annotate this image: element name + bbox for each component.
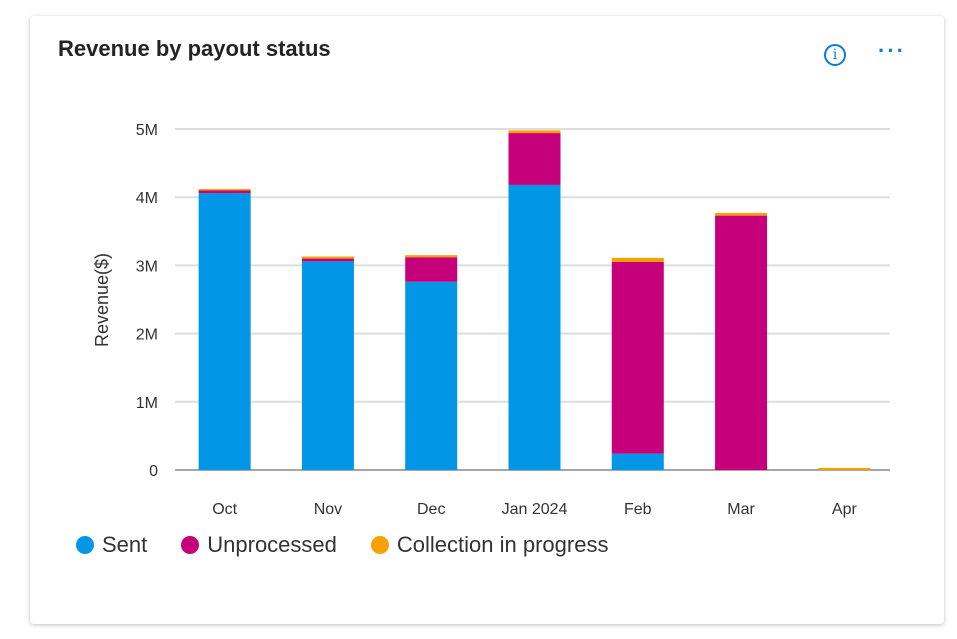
- bar-unprocessed: [715, 215, 768, 470]
- chart-card: Revenue by payout status i ···: [30, 16, 944, 624]
- bar-sent: [405, 281, 458, 470]
- bar-sent: [198, 193, 251, 470]
- y-tick-label: 1M: [136, 395, 158, 412]
- bar-sent: [301, 261, 354, 470]
- bar-unprocessed: [508, 133, 561, 185]
- ellipsis-icon[interactable]: ···: [878, 38, 906, 63]
- bar-unprocessed: [611, 261, 664, 454]
- legend-label: Collection in progress: [396, 532, 609, 557]
- info-icon[interactable]: i: [824, 44, 846, 66]
- chart-title: Revenue by payout status: [58, 36, 331, 61]
- x-tick-label: Feb: [624, 501, 652, 518]
- bar-unprocessed: [405, 257, 458, 282]
- legend-item[interactable]: Collection in progress: [370, 532, 609, 558]
- legend-item[interactable]: Sent: [76, 532, 147, 558]
- x-tick-label: Jan 2024: [502, 501, 568, 518]
- legend-swatch: [181, 536, 200, 554]
- bar-collection-in-progress: [818, 467, 871, 470]
- x-tick-label: Oct: [212, 501, 237, 518]
- bar-collection-in-progress: [508, 130, 561, 134]
- y-tick-label: 0: [149, 463, 158, 480]
- legend-label: Unprocessed: [207, 532, 337, 557]
- y-axis-label: Revenue($): [92, 253, 112, 347]
- legend-swatch: [76, 536, 94, 554]
- y-tick-label: 4M: [136, 190, 158, 207]
- legend-item[interactable]: Unprocessed: [181, 532, 337, 558]
- x-tick-label: Dec: [417, 501, 445, 518]
- legend-swatch: [370, 536, 389, 554]
- chart-legend: Sent Unprocessed Collection in progress: [76, 532, 608, 558]
- legend-label: Sent: [102, 532, 148, 557]
- bar-sent: [611, 453, 664, 470]
- x-tick-label: Mar: [727, 501, 755, 518]
- bar-collection-in-progress: [405, 255, 458, 258]
- x-tick-label: Apr: [832, 501, 858, 518]
- bar-unprocessed: [198, 190, 251, 194]
- y-tick-label: 3M: [136, 258, 158, 275]
- bar-collection-in-progress: [715, 212, 768, 216]
- bar-collection-in-progress: [301, 256, 354, 259]
- bar-sent: [508, 184, 561, 470]
- bar-collection-in-progress: [611, 257, 664, 262]
- bar-unprocessed: [301, 258, 354, 262]
- x-tick-label: Nov: [314, 501, 342, 518]
- y-tick-label: 2M: [136, 327, 158, 344]
- y-tick-label: 5M: [136, 122, 158, 139]
- bar-collection-in-progress: [198, 189, 251, 191]
